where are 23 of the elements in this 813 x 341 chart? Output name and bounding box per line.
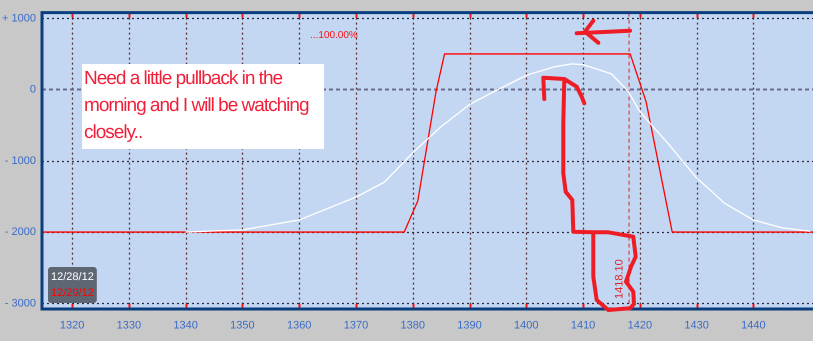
y-tick-label: + 1000 <box>2 12 36 24</box>
text: 12/29/12 <box>51 287 94 300</box>
x-tick-label: 1340 <box>173 320 198 332</box>
x-tick-label: 1330 <box>116 320 142 332</box>
text: 12/28/12 <box>51 271 94 284</box>
x-tick-label: 1370 <box>344 320 368 332</box>
y-tick-label: 0 <box>30 84 36 96</box>
ref-line-label: 1418.10 <box>614 259 626 299</box>
x-tick-label: 1420 <box>628 320 652 332</box>
x-tick-label: 1400 <box>514 320 539 332</box>
x-tick-label: 1380 <box>400 320 425 332</box>
x-tick-label: 1350 <box>230 320 255 332</box>
y-tick-label: - 2000 <box>4 226 36 238</box>
y-tick-label: - 3000 <box>4 297 36 310</box>
x-tick-label: 1390 <box>457 320 482 332</box>
x-tick-label: 1410 <box>570 320 596 332</box>
x-tick-label: 1430 <box>684 320 709 332</box>
y-tick-label: - 1000 <box>4 154 36 167</box>
x-tick-label: 1440 <box>741 320 766 332</box>
annotation: ...100.00% <box>310 30 358 41</box>
x-tick-label: 1360 <box>286 320 312 332</box>
x-tick-label: 1320 <box>60 320 84 332</box>
annotation: Need a little pullback in the morning and I will be watching closely.. <box>82 64 324 149</box>
